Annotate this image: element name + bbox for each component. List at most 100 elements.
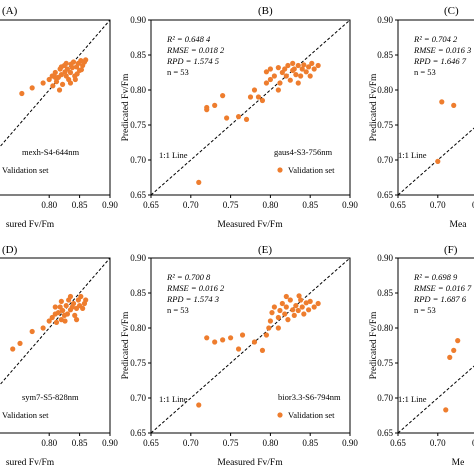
legend-label: Validation set xyxy=(2,165,49,175)
data-point xyxy=(196,402,202,408)
panel-label: (F) xyxy=(444,244,458,256)
data-point xyxy=(228,335,234,341)
x-tick-label: 0.85 xyxy=(302,200,318,210)
data-point xyxy=(307,298,313,304)
data-point xyxy=(267,318,273,324)
legend-marker xyxy=(277,412,283,418)
stat-line: RMSE = 0.016 3 xyxy=(413,45,471,55)
one-to-one-line xyxy=(0,19,111,148)
data-point xyxy=(295,80,301,86)
data-point xyxy=(298,297,304,303)
stat-line: RMSE = 0.016 2 xyxy=(166,283,225,293)
x-tick-label: 0.70 xyxy=(183,200,199,210)
y-tick-label: 0.85 xyxy=(130,50,146,60)
x-tick-label: 0.85 xyxy=(72,438,88,448)
refline-label: 1:1 Line xyxy=(398,150,427,160)
data-point xyxy=(204,335,210,341)
data-point xyxy=(235,114,242,120)
data-point xyxy=(293,303,299,309)
data-point xyxy=(275,65,281,71)
plot-frame xyxy=(0,19,111,196)
stat-line: R² = 0.700 8 xyxy=(166,272,211,282)
data-point xyxy=(64,311,71,317)
data-point xyxy=(10,346,16,352)
data-point xyxy=(59,81,66,87)
x-axis-title: Me xyxy=(452,458,465,468)
data-point xyxy=(311,66,317,72)
x-tick-label: 0.75 xyxy=(223,438,239,448)
x-tick-label: 0.85 xyxy=(302,438,318,448)
data-point xyxy=(56,87,63,93)
x-tick-label: 0.65 xyxy=(143,438,159,448)
y-tick-label: 0.80 xyxy=(130,85,146,95)
refline-label: 1:1 Line xyxy=(159,150,188,160)
data-point xyxy=(212,102,218,108)
data-point xyxy=(19,90,25,97)
data-point xyxy=(315,300,321,307)
data-point xyxy=(298,73,304,79)
stat-line: RPD = 1.687 6 xyxy=(413,294,467,304)
model-label: mexh-S4-644nm xyxy=(22,147,80,157)
data-point xyxy=(63,60,69,66)
stat-line: n = 53 xyxy=(414,305,436,315)
x-tick-label: 0.80 xyxy=(263,438,279,448)
data-point xyxy=(53,79,60,85)
panel-label: (D) xyxy=(2,244,18,256)
data-point xyxy=(80,305,86,311)
stat-line: n = 53 xyxy=(167,67,189,77)
data-point xyxy=(307,73,313,79)
data-point xyxy=(251,339,258,345)
y-tick-label: 0.90 xyxy=(377,15,393,25)
y-tick-label: 0.75 xyxy=(130,358,146,368)
x-axis-title: sured Fv/Fm xyxy=(6,220,55,230)
data-point xyxy=(67,293,74,300)
panel-c: 0.65 0.70 0.7 0.65 0.70 0.75 0.80 0.85 0.90 Mea Pr… xyxy=(369,5,474,230)
data-point xyxy=(52,69,58,76)
x-axis-title: Mea xyxy=(450,220,468,230)
one-to-one-line xyxy=(0,257,111,386)
stat-line: R² = 0.704 2 xyxy=(413,34,458,44)
data-point xyxy=(78,293,84,300)
data-point xyxy=(263,80,270,86)
data-point xyxy=(62,318,68,324)
data-point xyxy=(287,77,293,83)
stat-line: RMSE = 0.018 2 xyxy=(166,45,225,55)
x-tick-label: 0.90 xyxy=(102,438,118,448)
data-point xyxy=(52,304,58,310)
data-point xyxy=(29,85,35,91)
y-tick-label: 0.90 xyxy=(377,253,393,263)
data-point xyxy=(290,60,296,66)
data-point xyxy=(263,69,270,75)
data-point xyxy=(306,307,312,313)
data-point xyxy=(204,104,210,111)
data-point xyxy=(29,328,35,335)
data-point xyxy=(247,94,254,100)
panel-d: 0.80 0.85 0.90 sured Fv/Fm (D) sym7-S5-828nm V… xyxy=(0,244,118,468)
data-point xyxy=(58,298,64,304)
model-label: bior3.3-S6-794nm xyxy=(278,392,341,402)
data-point xyxy=(296,293,302,299)
data-point xyxy=(72,312,78,318)
data-point xyxy=(40,80,46,86)
data-point xyxy=(293,72,299,78)
data-point xyxy=(315,62,321,69)
data-point xyxy=(439,99,445,105)
data-point xyxy=(309,60,315,66)
data-point xyxy=(58,64,64,70)
x-tick-label: 0.90 xyxy=(342,200,358,210)
panel-f: 0.65 0.70 0.7 0.65 0.70 0.75 0.80 0.85 0.90 Me Pre… xyxy=(369,244,474,468)
data-point xyxy=(243,116,250,122)
data-point xyxy=(224,115,230,121)
data-point xyxy=(451,347,457,353)
data-point xyxy=(55,310,61,316)
data-point xyxy=(291,66,297,72)
y-tick-label: 0.65 xyxy=(130,428,146,438)
x-axis-title: Measured Fv/Fm xyxy=(217,458,283,468)
data-point xyxy=(283,304,289,310)
one-to-one-line xyxy=(150,257,351,434)
data-point xyxy=(46,318,52,324)
data-point xyxy=(277,80,283,86)
y-axis-title: Predicated Fv/Fm xyxy=(369,311,379,379)
legend-label: Validation set xyxy=(288,410,335,420)
data-point xyxy=(62,69,68,75)
